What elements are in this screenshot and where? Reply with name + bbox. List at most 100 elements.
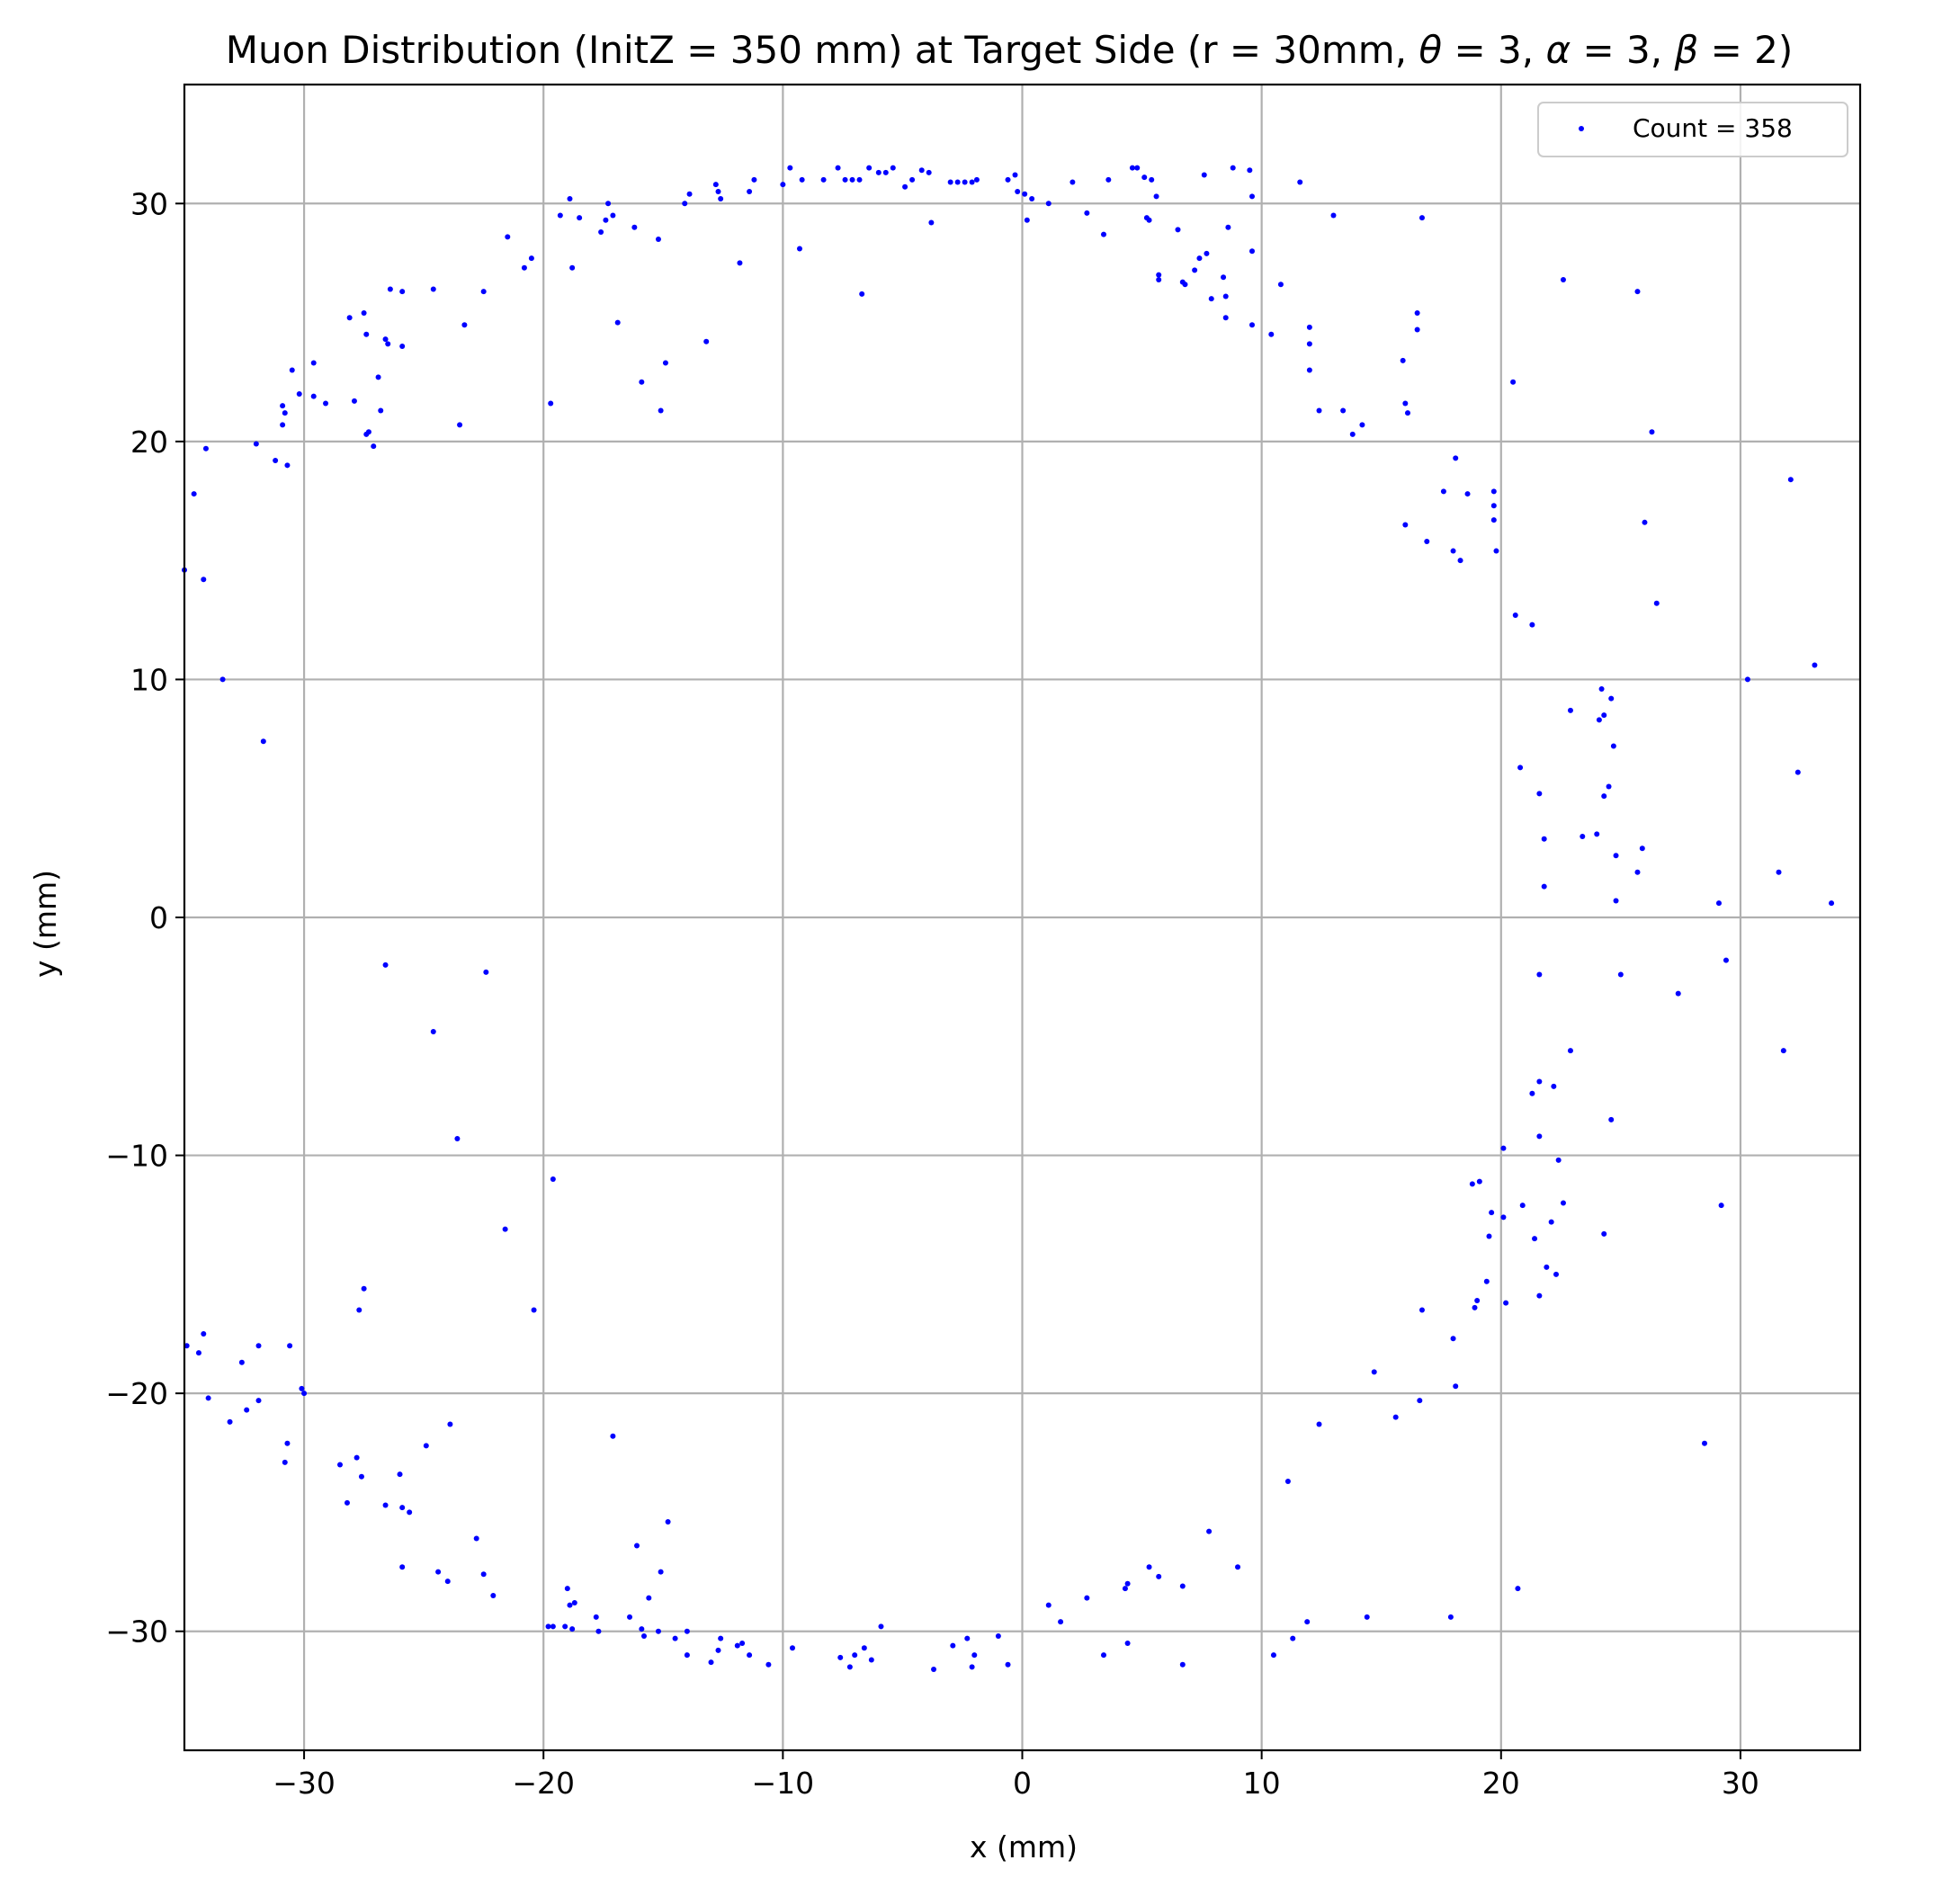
data-point xyxy=(344,1499,350,1506)
data-point xyxy=(1146,1564,1152,1570)
data-point xyxy=(639,1626,645,1632)
data-point xyxy=(1029,195,1035,201)
data-point xyxy=(1316,1421,1322,1427)
data-point xyxy=(1601,793,1607,800)
data-point xyxy=(1536,1078,1543,1085)
data-point xyxy=(1510,379,1517,385)
data-point xyxy=(1608,1116,1615,1122)
data-point xyxy=(1472,1304,1478,1310)
data-point xyxy=(1464,491,1471,497)
data-point xyxy=(890,165,896,171)
data-point xyxy=(1653,600,1660,606)
data-point xyxy=(358,1473,364,1480)
data-point xyxy=(1544,1264,1550,1270)
data-point xyxy=(378,407,384,414)
data-point xyxy=(447,1421,453,1427)
data-point xyxy=(1306,324,1312,330)
x-axis-label: x (mm) xyxy=(970,1829,1078,1865)
data-point xyxy=(665,1519,671,1525)
data-point xyxy=(1015,189,1021,195)
data-point xyxy=(461,322,468,328)
data-point xyxy=(1402,522,1409,528)
data-point xyxy=(1639,845,1645,852)
data-point xyxy=(219,676,226,683)
data-point xyxy=(820,176,827,183)
data-point xyxy=(382,336,389,343)
data-point xyxy=(284,462,291,469)
data-point xyxy=(454,1136,461,1142)
data-point xyxy=(1718,1203,1724,1209)
data-point xyxy=(483,969,489,975)
data-point xyxy=(399,344,406,350)
data-point xyxy=(1069,179,1076,185)
data-point xyxy=(323,400,329,407)
data-point xyxy=(183,1343,190,1349)
legend: Count = 358 xyxy=(1537,102,1848,157)
data-point xyxy=(1306,367,1312,373)
data-point xyxy=(931,1667,937,1673)
data-point xyxy=(387,286,393,292)
data-point xyxy=(1175,227,1181,233)
data-point xyxy=(365,429,371,435)
data-point xyxy=(502,1226,508,1232)
data-point xyxy=(1634,289,1641,295)
data-point xyxy=(646,1595,652,1601)
data-point xyxy=(603,217,609,223)
data-point xyxy=(878,1623,884,1630)
y-tick-label: 10 xyxy=(130,662,168,697)
data-point xyxy=(1153,193,1159,200)
data-point xyxy=(1225,224,1231,230)
data-point xyxy=(382,1502,389,1508)
data-point xyxy=(1058,1619,1064,1625)
data-point xyxy=(567,1602,573,1608)
y-tick-label: −30 xyxy=(105,1614,168,1650)
data-point xyxy=(1503,1300,1509,1306)
data-point xyxy=(1744,676,1750,683)
data-point xyxy=(577,215,583,221)
data-point xyxy=(310,393,317,399)
data-point xyxy=(1601,712,1607,719)
data-point xyxy=(280,403,286,409)
data-point xyxy=(859,291,865,297)
data-point xyxy=(1392,1414,1399,1420)
x-tick-label: 20 xyxy=(1482,1766,1520,1801)
data-point xyxy=(1567,707,1573,713)
data-point xyxy=(964,1635,971,1641)
data-point xyxy=(490,1593,497,1599)
data-point xyxy=(569,264,576,271)
data-point xyxy=(521,264,527,271)
data-point xyxy=(737,260,743,266)
data-point xyxy=(299,1385,305,1391)
data-point xyxy=(201,1331,207,1337)
data-point xyxy=(1536,1133,1543,1140)
data-point xyxy=(950,1642,956,1649)
data-point xyxy=(962,179,968,185)
data-point xyxy=(1156,272,1162,278)
data-point xyxy=(1100,231,1106,237)
data-point xyxy=(1601,1230,1607,1237)
data-point xyxy=(1512,612,1518,618)
data-point xyxy=(1247,167,1253,174)
data-point xyxy=(480,289,487,295)
data-point xyxy=(444,1578,451,1585)
data-point xyxy=(739,1640,746,1646)
x-tick-label: 30 xyxy=(1722,1766,1759,1801)
data-point xyxy=(1222,315,1229,321)
data-point xyxy=(715,1647,721,1653)
data-point xyxy=(423,1443,429,1449)
data-point xyxy=(1100,1652,1106,1659)
data-point xyxy=(346,315,353,321)
data-point xyxy=(545,1623,551,1630)
data-point xyxy=(1642,519,1648,525)
data-point xyxy=(1553,1271,1559,1277)
y-tick-label: 20 xyxy=(130,425,168,460)
data-point xyxy=(1515,1586,1521,1592)
data-point xyxy=(385,341,391,347)
data-point xyxy=(1414,309,1420,316)
data-point xyxy=(708,1659,714,1666)
data-point xyxy=(1290,1635,1296,1641)
data-point xyxy=(1580,834,1586,840)
data-point xyxy=(1675,990,1681,997)
data-point xyxy=(238,1359,245,1365)
